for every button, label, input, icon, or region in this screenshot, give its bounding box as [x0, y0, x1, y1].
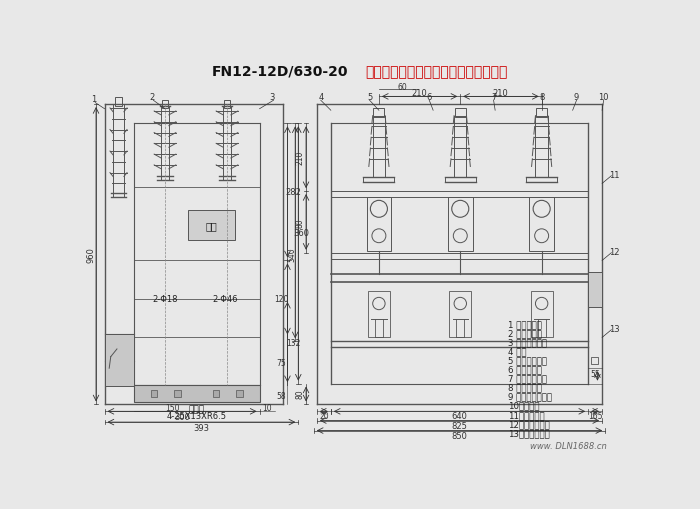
Bar — [529, 198, 554, 251]
Text: 10: 10 — [262, 403, 272, 412]
Text: 11加冲器组装: 11加冲器组装 — [508, 410, 545, 419]
Bar — [104, 334, 134, 386]
Text: 4 铭牌: 4 铭牌 — [508, 347, 527, 356]
Bar — [536, 109, 547, 118]
Text: 13: 13 — [609, 324, 620, 333]
Text: 393: 393 — [193, 423, 209, 432]
Bar — [448, 198, 472, 251]
Bar — [374, 109, 384, 118]
Text: 7 操作机构组装: 7 操作机构组装 — [508, 374, 547, 383]
Text: 75: 75 — [276, 359, 286, 367]
Bar — [592, 357, 598, 364]
Text: 80: 80 — [295, 389, 304, 399]
Text: 55: 55 — [590, 370, 600, 378]
Bar — [588, 272, 602, 307]
Text: 120: 120 — [274, 295, 288, 304]
Bar — [367, 198, 391, 251]
Text: 58: 58 — [276, 391, 286, 400]
Text: 132: 132 — [286, 338, 301, 347]
Text: 1: 1 — [91, 95, 97, 104]
Text: 铭牌: 铭牌 — [206, 220, 218, 231]
Text: 2 动触头部装: 2 动触头部装 — [508, 328, 542, 337]
Text: 540: 540 — [288, 247, 297, 261]
Bar — [188, 211, 234, 240]
Bar — [115, 98, 122, 107]
Text: 3: 3 — [270, 93, 274, 102]
Text: www. DLN1688.cn: www. DLN1688.cn — [530, 442, 607, 450]
Bar — [134, 385, 260, 402]
Bar — [531, 292, 552, 338]
Text: 安装孔: 安装孔 — [189, 405, 205, 414]
Text: 640: 640 — [452, 412, 468, 420]
Text: 12: 12 — [609, 247, 620, 256]
Text: 12联接机构组装: 12联接机构组装 — [508, 419, 550, 428]
Text: 8: 8 — [539, 93, 545, 102]
Text: 5: 5 — [367, 93, 372, 102]
Text: 6: 6 — [426, 93, 432, 102]
Text: 850: 850 — [452, 431, 468, 440]
Text: 10: 10 — [598, 93, 609, 102]
Text: 3 绝缘活门组装: 3 绝缘活门组装 — [508, 337, 547, 347]
Text: 13操作面板组装: 13操作面板组装 — [508, 428, 550, 437]
Text: FN12-12D/630-20: FN12-12D/630-20 — [211, 65, 348, 79]
Text: 11: 11 — [609, 171, 620, 179]
Text: 9: 9 — [574, 93, 579, 102]
Text: 150: 150 — [165, 403, 180, 412]
Bar — [213, 390, 219, 398]
Text: 6 活门轴组装: 6 活门轴组装 — [508, 365, 542, 374]
Text: 60: 60 — [398, 83, 407, 92]
Bar — [174, 390, 181, 398]
Text: 2-Φ18: 2-Φ18 — [153, 295, 178, 304]
Text: 2: 2 — [149, 93, 155, 102]
Text: 300: 300 — [174, 412, 190, 421]
Text: 8 地刀轴组装: 8 地刀轴组装 — [508, 383, 542, 392]
Text: 282: 282 — [286, 188, 302, 197]
Text: 1 静触头部装: 1 静触头部装 — [508, 320, 542, 328]
Text: 5 活门联动机构: 5 活门联动机构 — [508, 356, 547, 364]
Text: 4-25X13XR6.5: 4-25X13XR6.5 — [167, 412, 227, 420]
Text: 20: 20 — [319, 412, 329, 420]
Text: 825: 825 — [452, 421, 468, 430]
Text: 210: 210 — [295, 151, 304, 165]
Text: 2-Φ46: 2-Φ46 — [213, 295, 238, 304]
Text: 7: 7 — [491, 93, 496, 102]
Text: 户内交流高压负荷开关外型及安装尺寸: 户内交流高压负荷开关外型及安装尺寸 — [365, 65, 508, 79]
Bar — [162, 101, 168, 109]
Text: 210: 210 — [493, 89, 508, 98]
Bar — [368, 292, 390, 338]
Bar — [455, 109, 466, 118]
Text: 9 主轴转动轴组装: 9 主轴转动轴组装 — [508, 392, 552, 401]
Text: 210: 210 — [412, 89, 427, 98]
Text: 80: 80 — [295, 218, 304, 227]
Text: 165: 165 — [588, 412, 603, 420]
Bar — [151, 390, 158, 398]
Text: 960: 960 — [86, 247, 95, 263]
Text: 360: 360 — [293, 229, 309, 238]
Bar — [224, 101, 230, 109]
Text: 10机架焊装: 10机架焊装 — [508, 401, 540, 410]
Bar — [449, 292, 471, 338]
Text: 4: 4 — [318, 93, 323, 102]
Bar — [237, 390, 242, 398]
